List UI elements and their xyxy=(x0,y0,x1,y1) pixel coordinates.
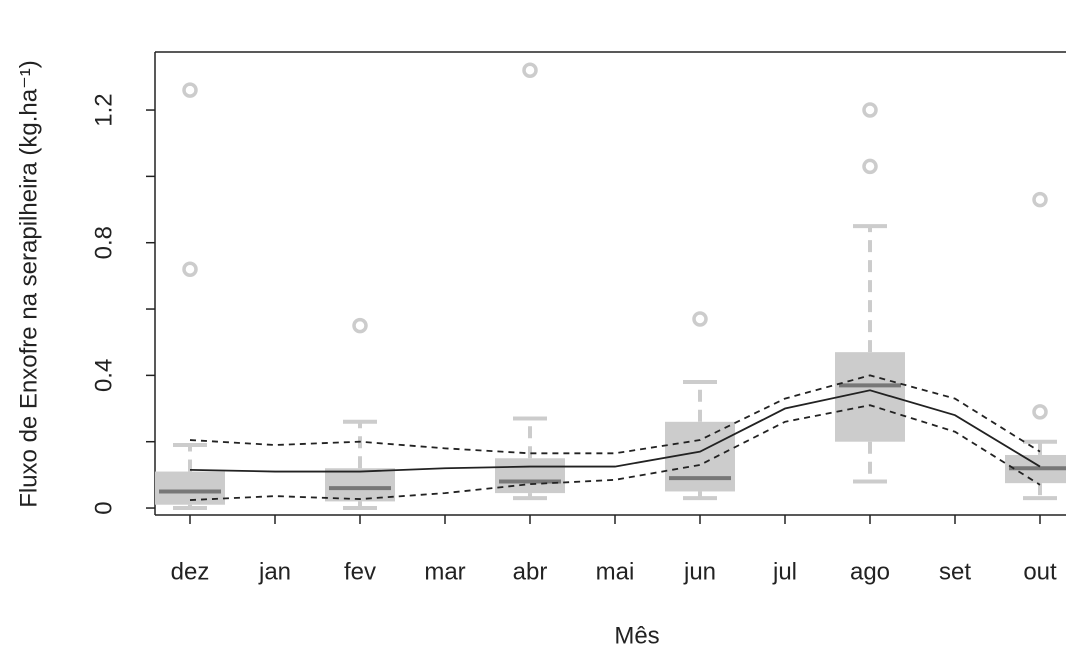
outlier xyxy=(862,158,878,175)
ci-lower-line xyxy=(189,404,1041,501)
x-tick-label: fev xyxy=(344,558,376,585)
x-tick-label: ago xyxy=(850,558,890,585)
outlier xyxy=(352,317,368,334)
x-axis-label: Mês xyxy=(614,622,659,649)
box xyxy=(495,458,565,494)
x-tick-label: out xyxy=(1023,558,1057,585)
y-tick-label: 0 xyxy=(90,501,117,514)
outlier xyxy=(1032,191,1048,208)
outlier xyxy=(522,62,538,78)
x-tick-label: jan xyxy=(258,558,291,585)
x-tick-label: jun xyxy=(683,558,716,585)
y-tick-label: 0.4 xyxy=(90,359,117,392)
y-axis-label: Fluxo de Enxofre na serapilheira (kg.ha⁻… xyxy=(15,60,42,508)
x-tick-label: set xyxy=(939,558,971,585)
fit-line xyxy=(189,389,1041,473)
x-tick-label: jul xyxy=(772,558,797,585)
x-tick-label: dez xyxy=(171,558,210,585)
outlier xyxy=(1032,404,1048,420)
x-tick-label: mai xyxy=(596,558,635,585)
y-tick-label: 1.2 xyxy=(90,93,117,126)
box xyxy=(325,468,395,502)
outlier xyxy=(182,261,198,277)
outlier xyxy=(182,82,198,98)
x-tick-label: mar xyxy=(424,558,465,585)
outlier xyxy=(692,311,708,327)
ci-upper-line xyxy=(189,374,1041,455)
y-tick-label: 0.8 xyxy=(90,226,117,259)
x-tick-label: abr xyxy=(513,558,548,585)
outlier xyxy=(862,102,878,118)
